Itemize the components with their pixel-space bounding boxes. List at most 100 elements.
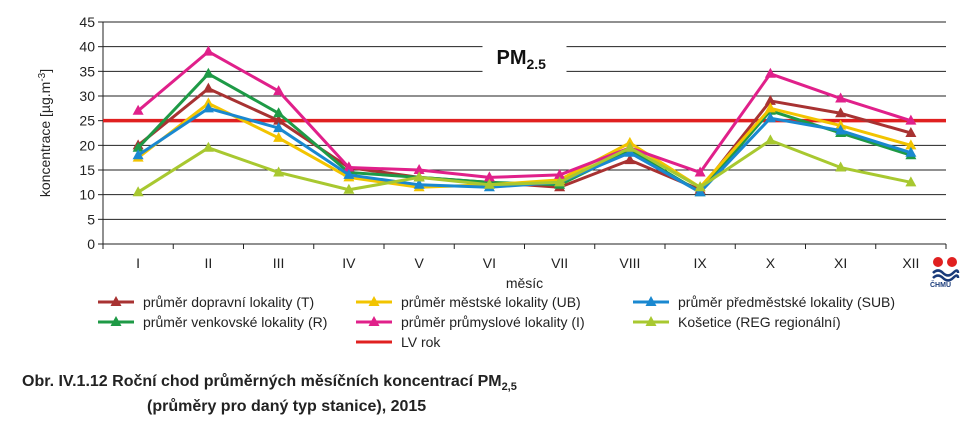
data-point <box>624 141 636 152</box>
legend-label: LV rok <box>401 334 441 350</box>
legend-item: průměr předměstské lokality (SUB) <box>631 294 895 310</box>
data-point <box>764 134 776 145</box>
series-line <box>137 138 912 194</box>
data-point <box>273 122 285 133</box>
x-tick-label: XI <box>834 255 847 271</box>
legend-swatch <box>356 316 392 326</box>
y-tick-label: 20 <box>79 137 95 153</box>
data-point <box>764 112 776 123</box>
data-point <box>273 166 285 177</box>
data-point <box>132 186 144 197</box>
legend-item: průměr dopravní lokality (T) <box>96 294 314 310</box>
legend-item: průměr venkovské lokality (R) <box>96 314 327 330</box>
legend-swatch <box>98 316 134 326</box>
series-line <box>137 72 912 194</box>
x-tick-label: IV <box>342 255 356 271</box>
x-axis-label: měsíc <box>506 275 543 291</box>
y-tick-label: 35 <box>79 63 95 79</box>
data-point <box>905 146 917 157</box>
axes <box>102 22 946 245</box>
data-point <box>483 178 495 189</box>
x-tick-label: VII <box>551 255 568 271</box>
legend-swatch-marker <box>368 296 380 306</box>
data-point <box>343 168 355 179</box>
legend-swatch <box>633 296 669 306</box>
legend-item: průměr městské lokality (UB) <box>354 294 581 310</box>
x-tick-label: XII <box>902 255 919 271</box>
x-tick-label: VIII <box>619 255 640 271</box>
series-line <box>137 87 912 192</box>
chart-title-background <box>482 40 567 74</box>
y-tick-label: 0 <box>87 236 95 252</box>
data-point <box>273 131 285 142</box>
legend-swatch-marker <box>645 316 657 326</box>
data-point <box>554 176 566 187</box>
data-point <box>273 114 285 125</box>
legend-label: průměr předměstské lokality (SUB) <box>678 294 896 310</box>
data-point <box>202 102 214 113</box>
data-point <box>835 92 847 103</box>
chart-title: PM2.5 <box>497 47 547 72</box>
data-point <box>132 149 144 160</box>
y-axis-label: koncentrace [µg.m-3] <box>37 69 53 197</box>
legend-swatch-marker <box>110 316 122 326</box>
data-point <box>905 139 917 150</box>
legend-item: Košetice (REG regionální) <box>631 314 841 330</box>
series-lines <box>132 45 917 197</box>
legend-label: Košetice (REG regionální) <box>678 314 841 330</box>
x-tick-label: X <box>766 255 776 271</box>
data-point <box>273 85 285 96</box>
data-point <box>764 102 776 113</box>
data-point <box>202 141 214 152</box>
caption-line-2: (průměry pro daný typ stanice), 2015 <box>147 398 427 416</box>
legend-swatch <box>356 296 392 306</box>
data-point <box>413 164 425 174</box>
chmu-logo-text: ČHMÚ <box>930 282 951 289</box>
y-tick-label: 45 <box>79 14 95 30</box>
data-point <box>413 178 425 189</box>
data-point <box>413 171 425 182</box>
legend-swatch <box>356 340 392 344</box>
legend-item: LV rok <box>354 334 440 350</box>
data-point <box>343 161 355 172</box>
x-tick-label: II <box>204 255 212 271</box>
chmu-logo-icon <box>930 255 960 285</box>
legend-swatch-marker <box>645 296 657 306</box>
data-point <box>905 176 917 187</box>
data-point <box>764 67 776 78</box>
y-tick-label: 30 <box>79 88 95 104</box>
y-tick-label: 15 <box>79 162 95 178</box>
y-tick-label: 25 <box>79 113 95 129</box>
data-point <box>905 114 917 125</box>
x-tick-label: IX <box>694 255 708 271</box>
series-5 <box>132 134 917 197</box>
legend-label: průměr venkovské lokality (R) <box>143 314 328 330</box>
x-tick-label: VI <box>483 255 496 271</box>
chart-title-box: PM2.5 <box>482 40 567 74</box>
data-point <box>835 107 847 118</box>
series-line <box>137 50 912 179</box>
data-point <box>554 168 566 179</box>
x-tick-label: III <box>273 255 285 271</box>
caption-line-1: Obr. IV.1.12 Roční chod průměrných měsíč… <box>22 373 502 390</box>
x-axis-ticks: I II III IV V VI VII VIII IX X XI XII <box>102 244 947 271</box>
data-point <box>202 45 214 56</box>
legend-label: průměr dopravní lokality (T) <box>143 294 315 310</box>
chart-legend: průměr dopravní lokality (T) průměr městs… <box>96 294 936 356</box>
data-point <box>835 124 847 135</box>
series-3 <box>132 45 917 182</box>
legend-swatch <box>98 296 134 306</box>
y-tick-label: 40 <box>79 39 95 55</box>
data-point <box>764 94 776 105</box>
data-point <box>694 181 706 192</box>
data-point <box>905 127 917 137</box>
legend-label: průměr průmyslové lokality (I) <box>401 314 585 330</box>
legend-swatch <box>633 316 669 326</box>
data-point <box>624 154 636 165</box>
data-point <box>132 104 144 115</box>
x-tick-label: I <box>136 255 140 271</box>
legend-label: průměr městské lokality (UB) <box>401 294 581 310</box>
x-tick-label: V <box>414 255 424 271</box>
caption-subscript: 2,5 <box>501 381 517 394</box>
